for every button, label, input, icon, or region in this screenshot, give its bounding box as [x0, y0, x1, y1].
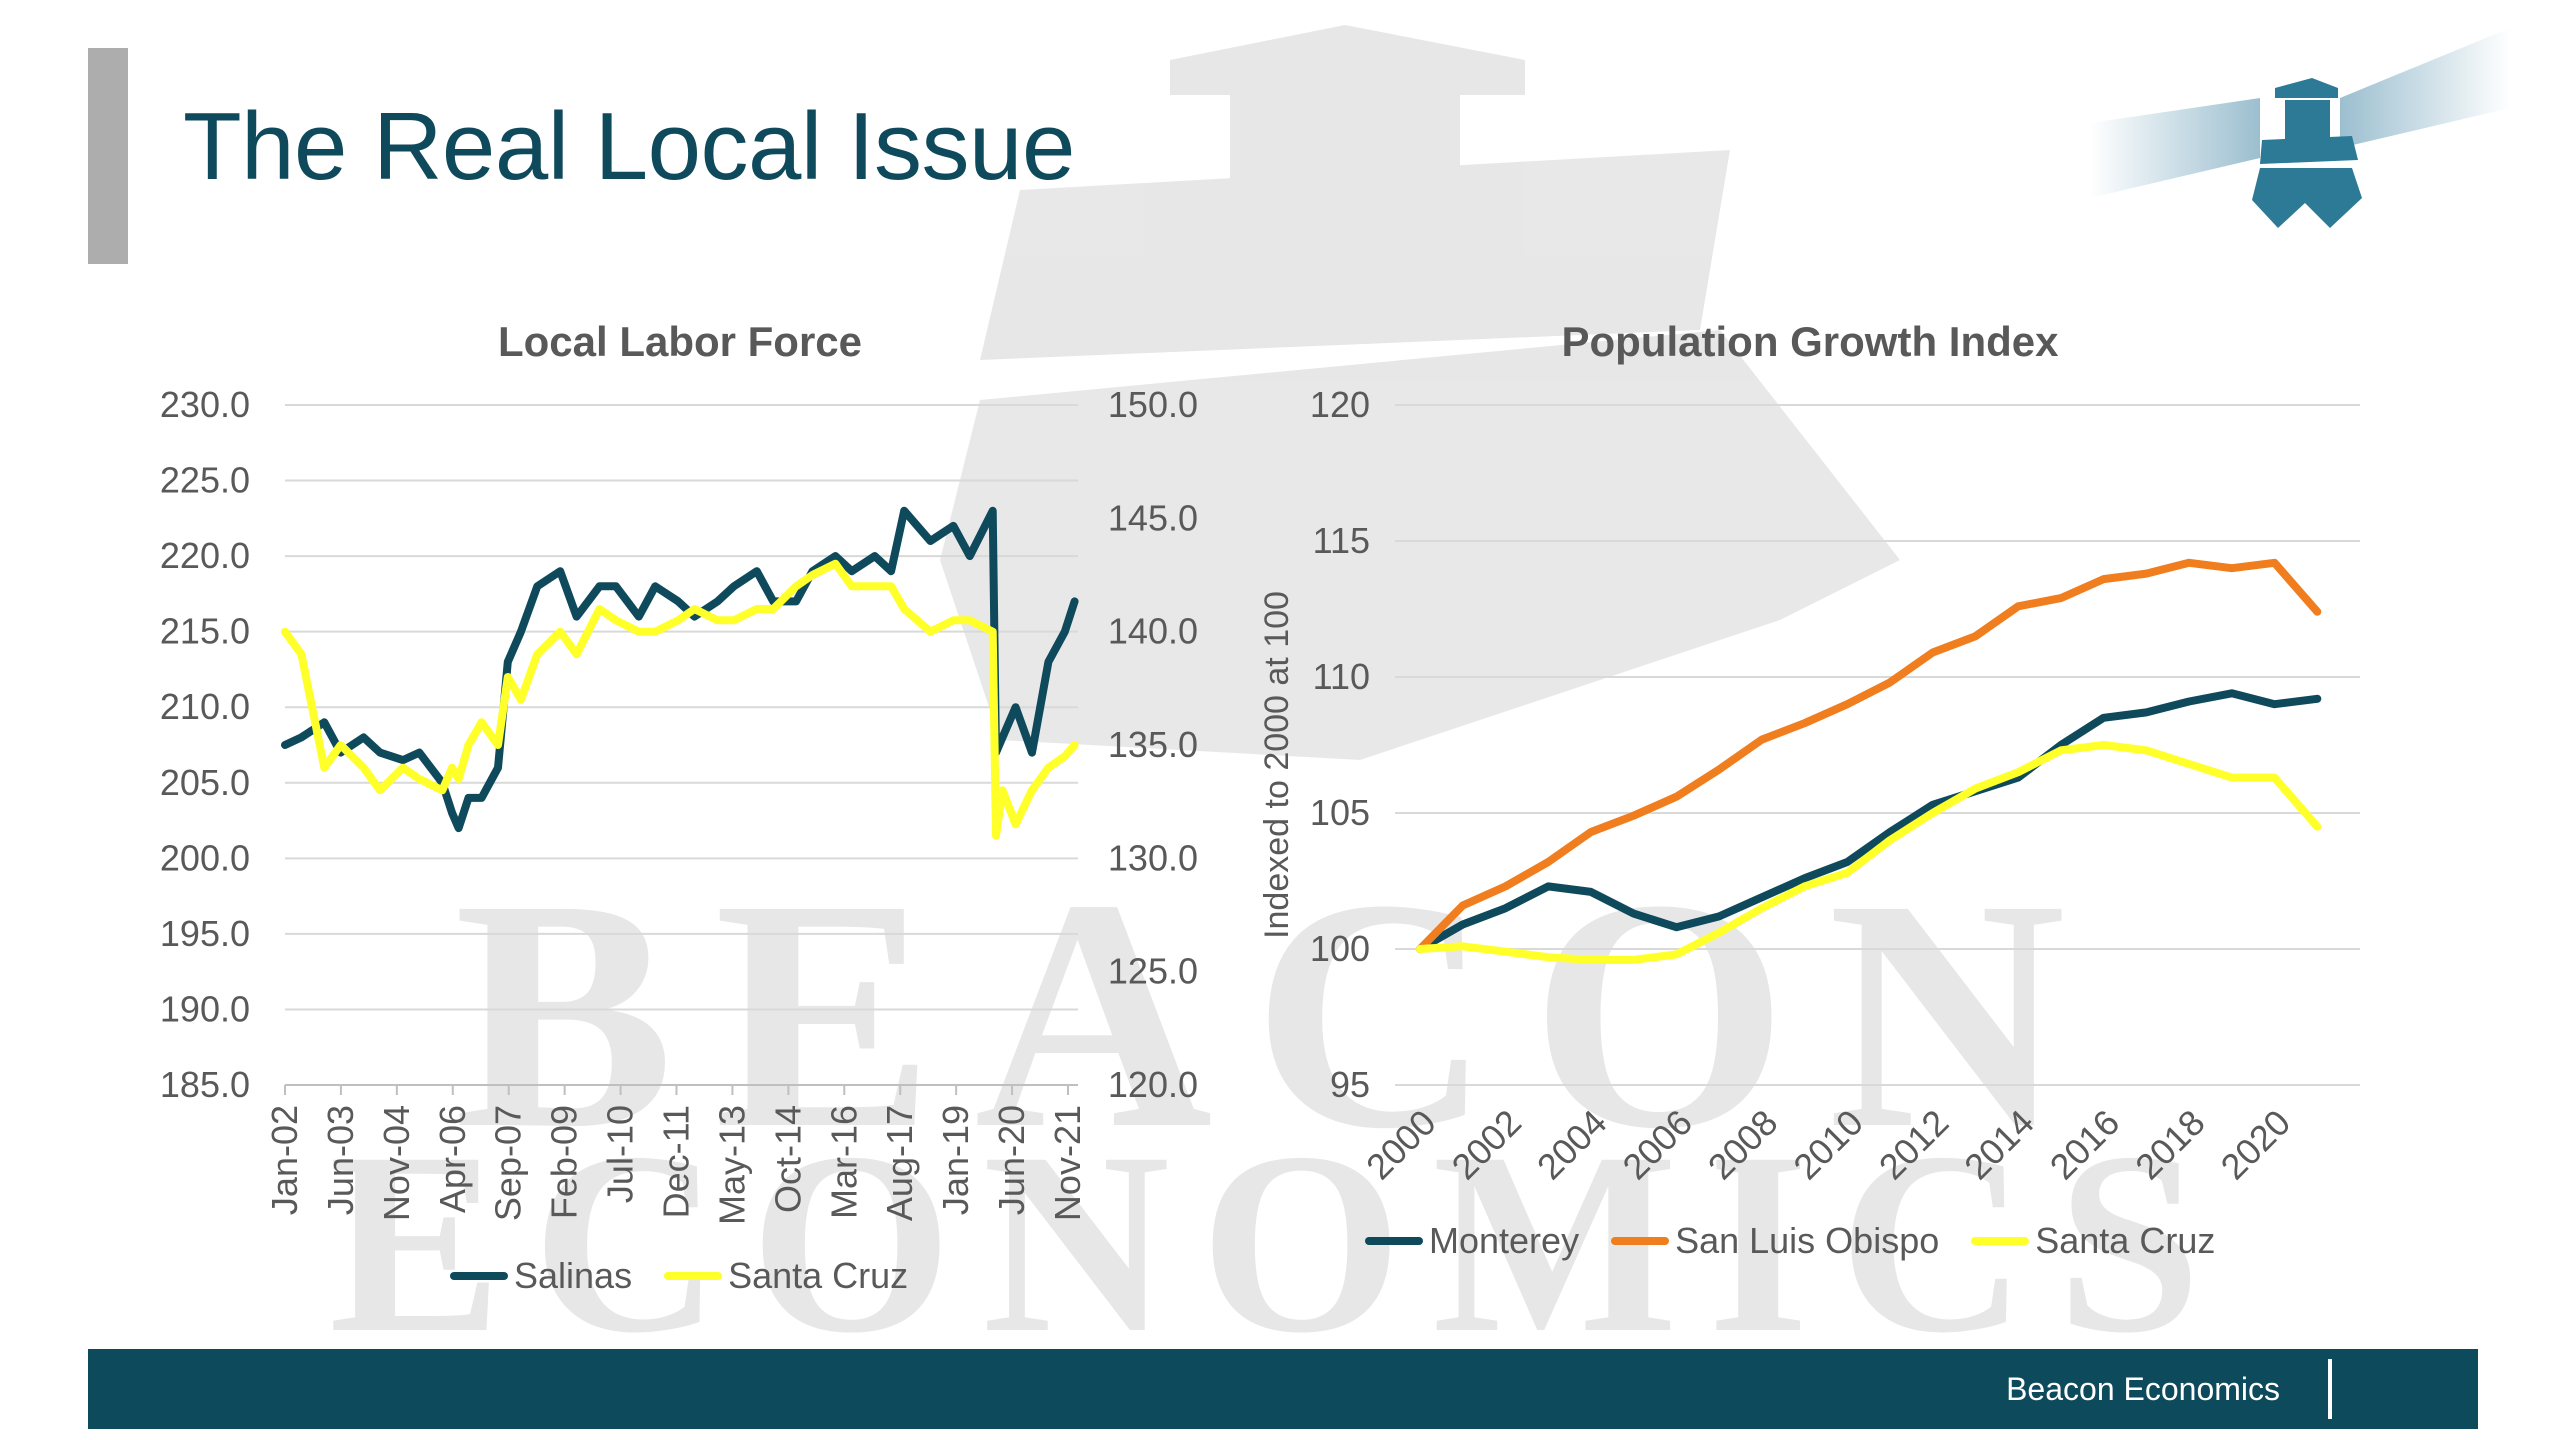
legend-swatch-monterey: [1365, 1237, 1423, 1245]
y-tick-label: 100: [1310, 928, 1370, 969]
y-tick-label: 105: [1310, 792, 1370, 833]
legend-label-santa-cruz: Santa Cruz: [728, 1255, 909, 1296]
y-tick-label: 95: [1330, 1064, 1370, 1105]
y2-tick-label: 130.0: [1108, 837, 1198, 878]
x-tick-label: Oct-14: [767, 1105, 808, 1213]
population-chart-legend: Monterey San Luis Obispo Santa Cruz: [1365, 1220, 2215, 1262]
labor-chart-legend: Salinas Santa Cruz: [450, 1255, 908, 1297]
series-line-santa-cruz: [281, 559, 1079, 840]
y-tick-label: 215.0: [160, 611, 250, 652]
x-tick-label: Dec-11: [656, 1105, 697, 1218]
footer-bar: Beacon Economics: [88, 1349, 2478, 1429]
population-y-axis-label: Indexed to 2000 at 100: [1258, 591, 1296, 939]
legend-item-santa-cruz: Santa Cruz: [664, 1255, 908, 1297]
series-line-santa-cruz: [1416, 741, 2322, 964]
y-tick-label: 115: [1313, 520, 1370, 561]
y2-tick-label: 125.0: [1108, 951, 1198, 992]
legend-label-san-luis-obispo: San Luis Obispo: [1675, 1220, 1940, 1261]
legend-swatch-santa-cruz: [664, 1272, 723, 1280]
y-tick-label: 205.0: [160, 762, 250, 803]
series-line-san-luis-obispo: [1416, 558, 2322, 953]
legend-label-salinas: Salinas: [514, 1255, 633, 1296]
y-tick-label: 110: [1313, 656, 1370, 697]
x-tick-label: Jun-03: [320, 1105, 361, 1215]
footer-divider: [2328, 1359, 2332, 1419]
legend-label-santa-cruz-pop: Santa Cruz: [2035, 1220, 2216, 1261]
x-tick-label: Feb-09: [544, 1105, 585, 1219]
x-tick-label: 2020: [2213, 1102, 2299, 1188]
y-tick-label: 120: [1310, 384, 1370, 425]
population-chart-title: Population Growth Index: [1561, 318, 2059, 365]
y-tick-label: 190.0: [160, 988, 250, 1029]
series-line-monterey: [1416, 689, 2322, 953]
series-line-salinas: [281, 506, 1079, 833]
x-tick-label: Nov-21: [1047, 1105, 1088, 1221]
x-tick-label: 2014: [1956, 1102, 2042, 1188]
legend-swatch-santa-cruz-pop: [1971, 1237, 2030, 1245]
y2-tick-label: 145.0: [1108, 497, 1198, 538]
x-tick-label: Jan-19: [935, 1105, 976, 1215]
x-tick-label: Nov-04: [376, 1105, 417, 1221]
slide-title: The Real Local Issue: [183, 93, 1075, 200]
x-tick-label: 2008: [1700, 1102, 1786, 1188]
legend-item-monterey: Monterey: [1365, 1220, 1579, 1262]
legend-item-santa-cruz-pop: Santa Cruz: [1971, 1220, 2215, 1262]
legend-label-monterey: Monterey: [1429, 1220, 1580, 1261]
x-tick-label: Mar-16: [823, 1105, 864, 1219]
labor-chart-title: Local Labor Force: [497, 318, 863, 365]
x-tick-label: 2016: [2042, 1102, 2128, 1188]
y2-tick-label: 150.0: [1108, 384, 1198, 425]
x-tick-label: 2006: [1614, 1102, 1700, 1188]
legend-item-san-luis-obispo: San Luis Obispo: [1611, 1220, 1939, 1262]
legend-item-salinas: Salinas: [450, 1255, 632, 1297]
x-tick-label: May-13: [711, 1105, 752, 1225]
title-accent-bar: [88, 48, 128, 264]
y-tick-label: 200.0: [160, 837, 250, 878]
x-tick-label: 2004: [1529, 1102, 1615, 1188]
y2-tick-label: 135.0: [1108, 724, 1198, 765]
legend-swatch-salinas: [450, 1272, 508, 1280]
y-tick-label: 195.0: [160, 913, 250, 954]
x-tick-label: Sep-07: [488, 1105, 529, 1221]
legend-swatch-san-luis-obispo: [1611, 1237, 1670, 1245]
x-tick-label: 2000: [1358, 1102, 1444, 1188]
y-tick-label: 225.0: [160, 460, 250, 501]
y2-tick-label: 140.0: [1108, 611, 1198, 652]
x-tick-label: 2018: [2127, 1102, 2213, 1188]
y2-tick-label: 120.0: [1108, 1064, 1198, 1105]
labor-force-chart: 230.0 225.0 220.0 215.0 210.0 205.0 200.0 195.0…: [160, 384, 1198, 1225]
beacon-logo: [2090, 28, 2510, 228]
x-tick-label: Apr-06: [432, 1105, 473, 1213]
y-tick-label: 220.0: [160, 535, 250, 576]
x-tick-label: Aug-17: [879, 1105, 920, 1221]
x-tick-label: Jul-10: [600, 1105, 641, 1203]
y-tick-label: 230.0: [160, 384, 250, 425]
y-tick-label: 210.0: [160, 686, 250, 727]
x-tick-label: Jun-20: [991, 1105, 1032, 1215]
x-tick-label: 2010: [1785, 1102, 1871, 1188]
y-tick-label: 185.0: [160, 1064, 250, 1105]
x-tick-label: Jan-02: [264, 1105, 305, 1215]
x-tick-label: 2012: [1871, 1102, 1957, 1188]
x-tick-label: 2002: [1443, 1102, 1529, 1188]
footer-brand-text: Beacon Economics: [2006, 1371, 2280, 1407]
